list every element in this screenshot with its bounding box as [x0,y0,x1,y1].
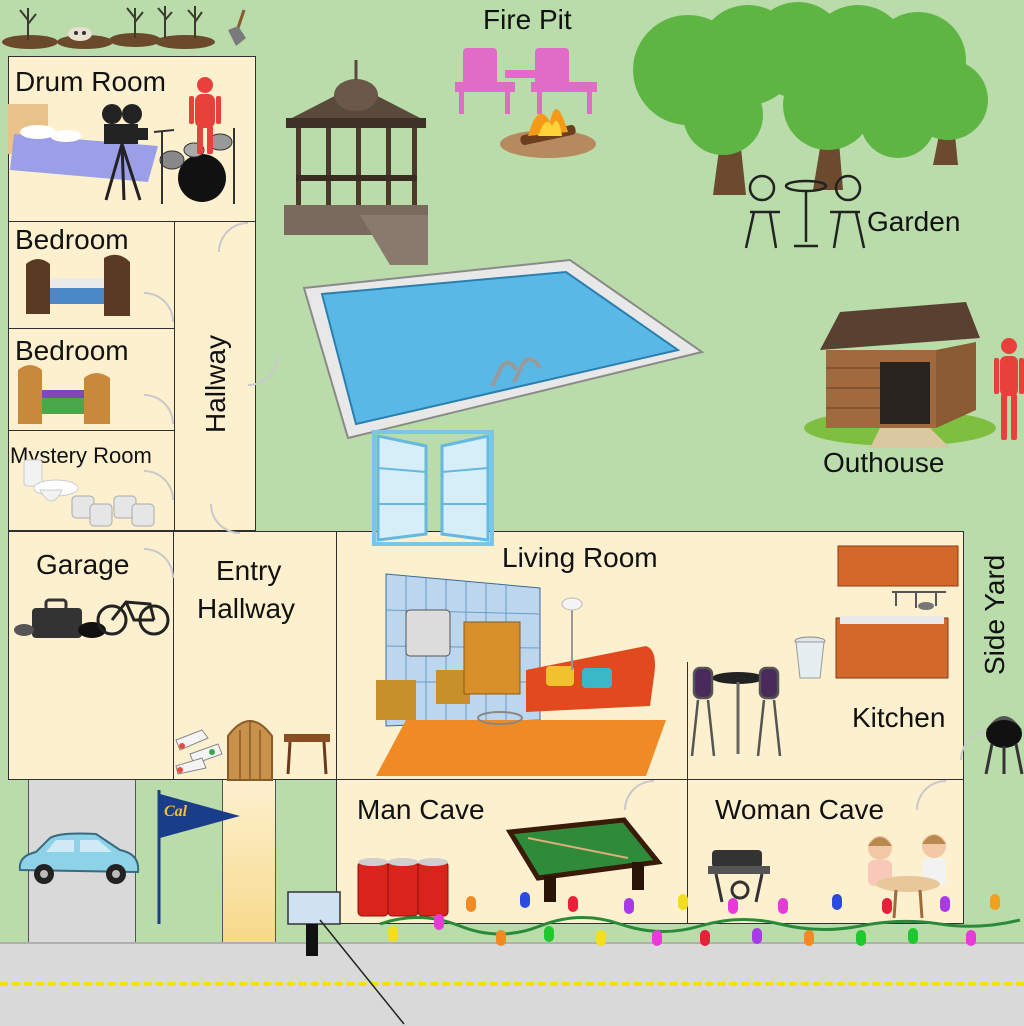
swimming-pool [302,258,705,440]
garage-label: Garage [36,549,130,580]
trash-can-icon [794,636,826,679]
pool-table-icon [505,817,663,902]
cal-pennant-icon [157,790,240,924]
garage-items-icon [14,598,170,638]
gazebo [284,60,428,265]
street-lane-line [0,982,1024,986]
kitchen-cabinets-icon [835,545,959,679]
bbq-grill-icon [984,716,1024,775]
garage-room [8,531,174,780]
bed-icon [8,104,158,182]
dead-garden-plot [2,6,246,49]
garden-trees [633,2,988,195]
mystery-room-label: Mystery Room [10,443,152,468]
drum-kit-icon [153,128,235,204]
hallway-label: Hallway [200,334,231,434]
string-lights [379,892,1021,946]
outhouse-shed [804,302,996,448]
tea-party-icon [868,834,946,919]
bar-table-icon [690,666,782,757]
mailbox-line [319,919,405,1025]
toilet-icon [23,459,79,502]
garden-label: Garden [867,206,961,237]
toilet-paper-icon [71,495,155,527]
living-room-furniture [376,573,666,776]
console-table-icon [284,734,330,775]
adirondack-chairs [455,48,597,114]
sewing-machine-icon [708,850,770,903]
door-swing [248,356,278,386]
man-cave-label: Man Cave [357,794,485,825]
living-room-wall [336,660,337,780]
front-walkway [222,780,276,942]
pennant-text: Cal [164,803,188,820]
living-room-label: Living Room [502,542,658,573]
person-figure-icon [994,338,1024,440]
woman-cave-label: Woman Cave [715,794,885,825]
entry-hallway-label-line2: Hallway [197,593,296,624]
fire-pit-label: Fire Pit [483,4,572,35]
kitchen-label: Kitchen [852,702,946,733]
bistro-set-icon [744,174,866,249]
front-door-icon [227,720,273,781]
person-figure-icon [189,77,221,154]
fire-pit-icon [500,109,596,158]
french-doors [372,430,494,546]
outhouse-label: Outhouse [823,447,945,478]
soda-cans-icon [357,858,449,917]
bedroom-label: Bedroom [15,335,129,366]
car-icon [18,832,140,884]
hallway-room [174,221,256,531]
bed-icon [18,365,110,424]
side-yard-label: Side Yard [979,554,1010,675]
bed-icon [26,254,130,316]
shoes-icon [175,729,223,775]
mailbox-icon [287,891,341,956]
entry-hallway-label-line1: Entry [216,555,282,586]
movie-camera-icon [102,104,148,201]
bedroom-label: Bedroom [15,224,129,255]
drum-room-label: Drum Room [15,66,166,97]
